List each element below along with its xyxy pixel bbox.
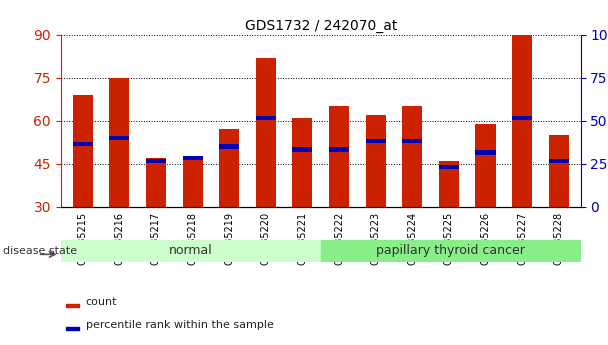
Bar (475, 124, 496, 207)
Bar (256, 116, 276, 120)
Bar (439, 161, 459, 207)
Bar (512, 116, 532, 120)
Bar (66, 327, 79, 331)
Bar (439, 165, 459, 169)
Bar (402, 106, 423, 207)
Bar (219, 129, 240, 207)
Bar (182, 156, 202, 160)
Text: papillary thyroid cancer: papillary thyroid cancer (376, 245, 525, 257)
Bar (109, 78, 130, 207)
Bar (73, 141, 93, 146)
Text: percentile rank within the sample: percentile rank within the sample (86, 320, 274, 330)
Bar (146, 158, 166, 207)
Bar (182, 158, 202, 207)
Bar (66, 304, 79, 307)
Bar (146, 159, 166, 163)
Bar (402, 139, 423, 143)
Text: disease state: disease state (3, 246, 77, 256)
Bar (109, 136, 130, 140)
Bar (475, 150, 496, 155)
Bar (365, 115, 385, 207)
Bar (365, 139, 385, 143)
Bar (61, 240, 321, 262)
Bar (292, 118, 313, 207)
Bar (548, 159, 568, 163)
Bar (73, 95, 93, 207)
Title: GDS1732 / 242070_at: GDS1732 / 242070_at (244, 19, 397, 33)
Bar (321, 240, 581, 262)
Bar (329, 106, 349, 207)
Bar (292, 147, 313, 152)
Bar (329, 147, 349, 152)
Text: count: count (86, 297, 117, 307)
Bar (548, 135, 568, 207)
Bar (512, 34, 532, 207)
Bar (219, 145, 240, 149)
Bar (256, 58, 276, 207)
Text: normal: normal (169, 245, 213, 257)
